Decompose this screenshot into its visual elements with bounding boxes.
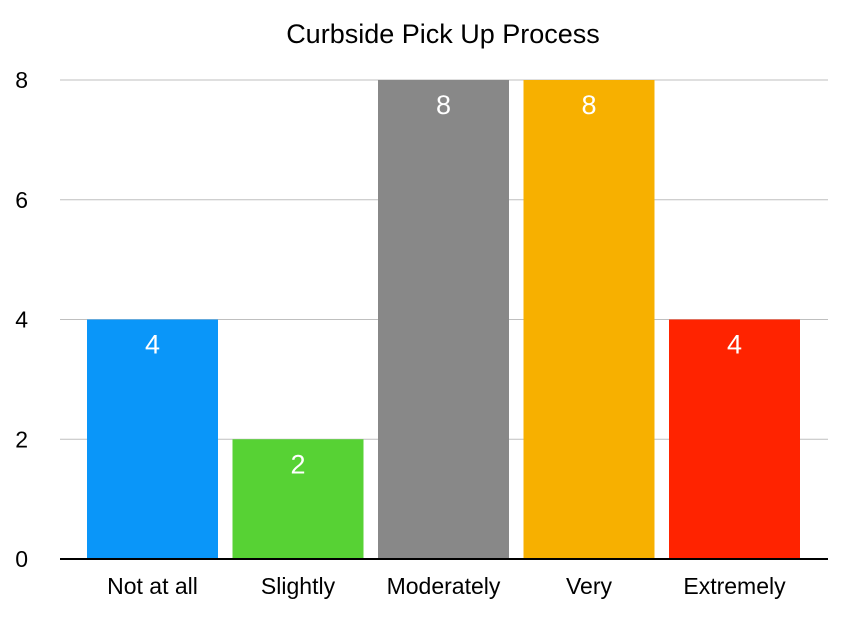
y-tick-label: 2: [15, 426, 28, 452]
y-tick-label: 8: [15, 67, 28, 93]
bars: [87, 80, 800, 559]
y-tick-label: 0: [15, 546, 28, 572]
x-tick-label: Moderately: [387, 573, 501, 599]
x-tick-label: Not at all: [107, 573, 198, 599]
bar: [523, 80, 655, 559]
bar: [378, 80, 509, 559]
x-tick-label: Slightly: [261, 573, 336, 599]
y-axis-ticks: 0 2 4 6 8: [15, 67, 28, 572]
y-tick-label: 4: [15, 307, 28, 333]
data-label: 8: [581, 90, 596, 120]
x-tick-label: Extremely: [683, 573, 786, 599]
data-label: 4: [145, 330, 160, 360]
x-tick-label: Very: [566, 573, 613, 599]
chart-title: Curbside Pick Up Process: [286, 19, 600, 49]
x-axis-ticks: Not at all Slightly Moderately Very Extremel…: [107, 573, 786, 599]
data-label: 4: [727, 330, 742, 360]
bar: [669, 319, 800, 559]
data-label: 2: [290, 449, 305, 479]
bar: [87, 319, 218, 559]
y-tick-label: 6: [15, 187, 28, 213]
data-labels: 4 2 8 8 4: [145, 90, 742, 479]
bar: [232, 439, 364, 559]
data-label: 8: [436, 90, 451, 120]
